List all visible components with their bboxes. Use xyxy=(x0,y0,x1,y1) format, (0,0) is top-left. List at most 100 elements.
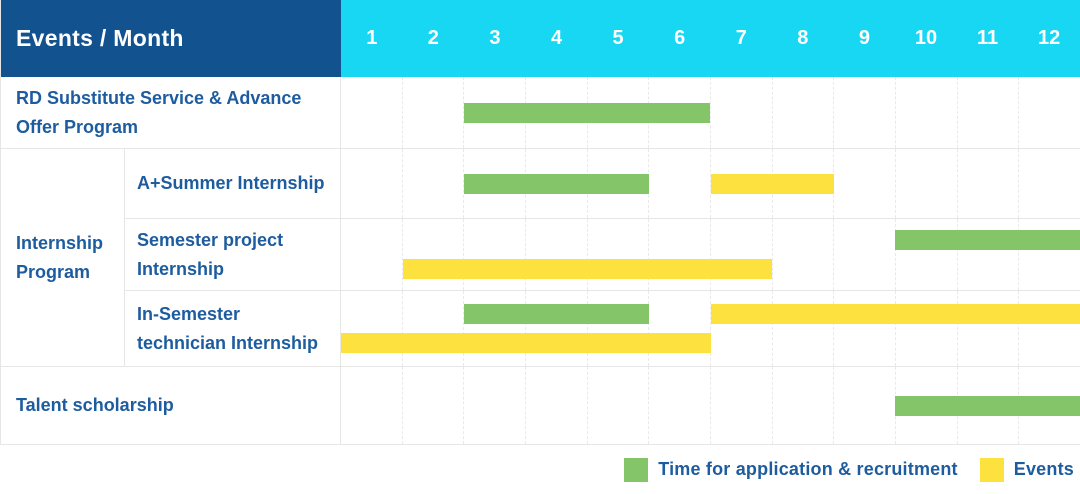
row-label-text: Talent scholarship xyxy=(16,395,174,416)
month-header-cell: 7 xyxy=(735,27,747,49)
month-header-cell: 12 xyxy=(1038,27,1061,49)
row-label: A+Summer Internship xyxy=(125,149,341,219)
month-header-cell: 10 xyxy=(914,27,938,49)
month-gridline xyxy=(403,149,465,218)
bar-line xyxy=(341,304,1080,324)
month-gridline xyxy=(588,367,650,444)
row-label: Talent scholarship xyxy=(1,367,341,445)
bar-line xyxy=(341,259,1080,279)
month-gridline xyxy=(341,219,403,290)
month-gridlines xyxy=(341,219,1080,290)
month-gridline xyxy=(526,219,588,290)
gantt-bar-application xyxy=(895,395,1080,416)
month-gridline xyxy=(958,219,1020,290)
timeline-cell xyxy=(341,291,1080,367)
bar-line xyxy=(341,333,1080,353)
month-gridline xyxy=(588,219,650,290)
month-gridline xyxy=(773,367,835,444)
row-label: RD Substitute Service & Advance Offer Pr… xyxy=(1,77,341,149)
month-header-cell: 6 xyxy=(674,27,686,49)
month-gridline xyxy=(711,367,773,444)
month-header-cell: 8 xyxy=(797,27,809,49)
bar-line xyxy=(341,102,1080,123)
group-label: Internship Program xyxy=(1,149,125,367)
gantt-bar-application xyxy=(464,102,711,123)
month-header-cell: 1 xyxy=(366,27,378,49)
row-label-text: A+Summer Internship xyxy=(137,173,325,194)
row-label-text: RD Substitute Service & Advance Offer Pr… xyxy=(16,87,302,137)
month-gridline xyxy=(896,77,958,148)
bar-stack xyxy=(341,291,1080,366)
month-gridline xyxy=(773,219,835,290)
month-header-cell: 11 xyxy=(976,27,999,49)
month-gridline xyxy=(526,367,588,444)
month-gridline xyxy=(958,149,1020,218)
month-gridline xyxy=(773,77,835,148)
legend-item: Events xyxy=(979,457,1074,482)
gantt-bar-event xyxy=(402,259,773,279)
month-gridline xyxy=(341,149,403,218)
gantt-bar-event xyxy=(710,173,834,194)
group-label-text: Internship Program xyxy=(16,232,104,282)
month-gridline xyxy=(464,219,527,290)
legend-label: Time for application & recruitment xyxy=(658,459,958,479)
row-label-text: Semester project Internship xyxy=(137,229,284,279)
month-gridline xyxy=(834,77,897,148)
month-header-cell: 5 xyxy=(612,27,624,49)
month-gridline xyxy=(649,219,712,290)
month-gridline xyxy=(773,149,835,218)
timeline-cell xyxy=(341,77,1080,149)
month-gridline xyxy=(464,291,527,366)
gantt-bar-event xyxy=(710,304,1080,324)
month-gridline xyxy=(464,367,527,444)
month-gridline xyxy=(403,291,465,366)
month-gridline xyxy=(649,77,712,148)
month-header-cell: 9 xyxy=(858,27,870,49)
month-gridline xyxy=(834,219,897,290)
bar-line xyxy=(341,230,1080,250)
month-gridline xyxy=(649,291,712,366)
month-gridline xyxy=(711,77,773,148)
month-gridline xyxy=(341,291,403,366)
month-gridline xyxy=(341,367,403,444)
month-header: 1 2 3 4 5 6 7 8 9 10 11 12 xyxy=(341,0,1080,77)
bar-stack xyxy=(341,219,1080,290)
gantt-bar-application xyxy=(895,230,1080,250)
timeline-cell xyxy=(341,149,1080,219)
month-gridline xyxy=(958,291,1020,366)
month-gridline xyxy=(403,219,465,290)
gantt-bar-application xyxy=(464,304,649,324)
gantt-bar-event xyxy=(341,333,711,353)
month-gridline xyxy=(588,291,650,366)
table-body: RD Substitute Service & Advance Offer Pr… xyxy=(1,77,1080,445)
month-gridline xyxy=(649,367,712,444)
month-gridline xyxy=(403,77,465,148)
month-gridline xyxy=(711,219,773,290)
month-gridline xyxy=(711,291,773,366)
legend: Time for application & recruitment Events xyxy=(0,445,1080,494)
timeline-cell xyxy=(341,367,1080,445)
month-header-cell: 2 xyxy=(427,27,439,49)
month-gridline xyxy=(834,149,897,218)
bar-stack xyxy=(341,367,1080,444)
month-gridlines xyxy=(341,291,1080,366)
month-gridline xyxy=(773,291,835,366)
month-gridline xyxy=(958,77,1020,148)
gantt-bar-application xyxy=(464,173,649,194)
month-gridline xyxy=(403,367,465,444)
month-gridline xyxy=(341,77,403,148)
month-gridline xyxy=(834,291,897,366)
timeline-cell xyxy=(341,219,1080,291)
legend-label: Events xyxy=(1013,459,1074,479)
row-label-text: In-Semester technician Internship xyxy=(137,303,319,353)
bar-line xyxy=(341,173,1080,194)
legend-swatch-event xyxy=(979,457,1004,482)
row-label: Semester project Internship xyxy=(125,219,341,291)
month-header-cell: 4 xyxy=(550,27,563,49)
bar-stack xyxy=(341,149,1080,218)
bar-line xyxy=(341,395,1080,416)
table-header-row: Events / Month 1 2 3 4 5 6 7 8 9 10 11 12 xyxy=(1,0,1080,77)
month-gridline xyxy=(896,219,958,290)
month-gridline xyxy=(896,149,958,218)
